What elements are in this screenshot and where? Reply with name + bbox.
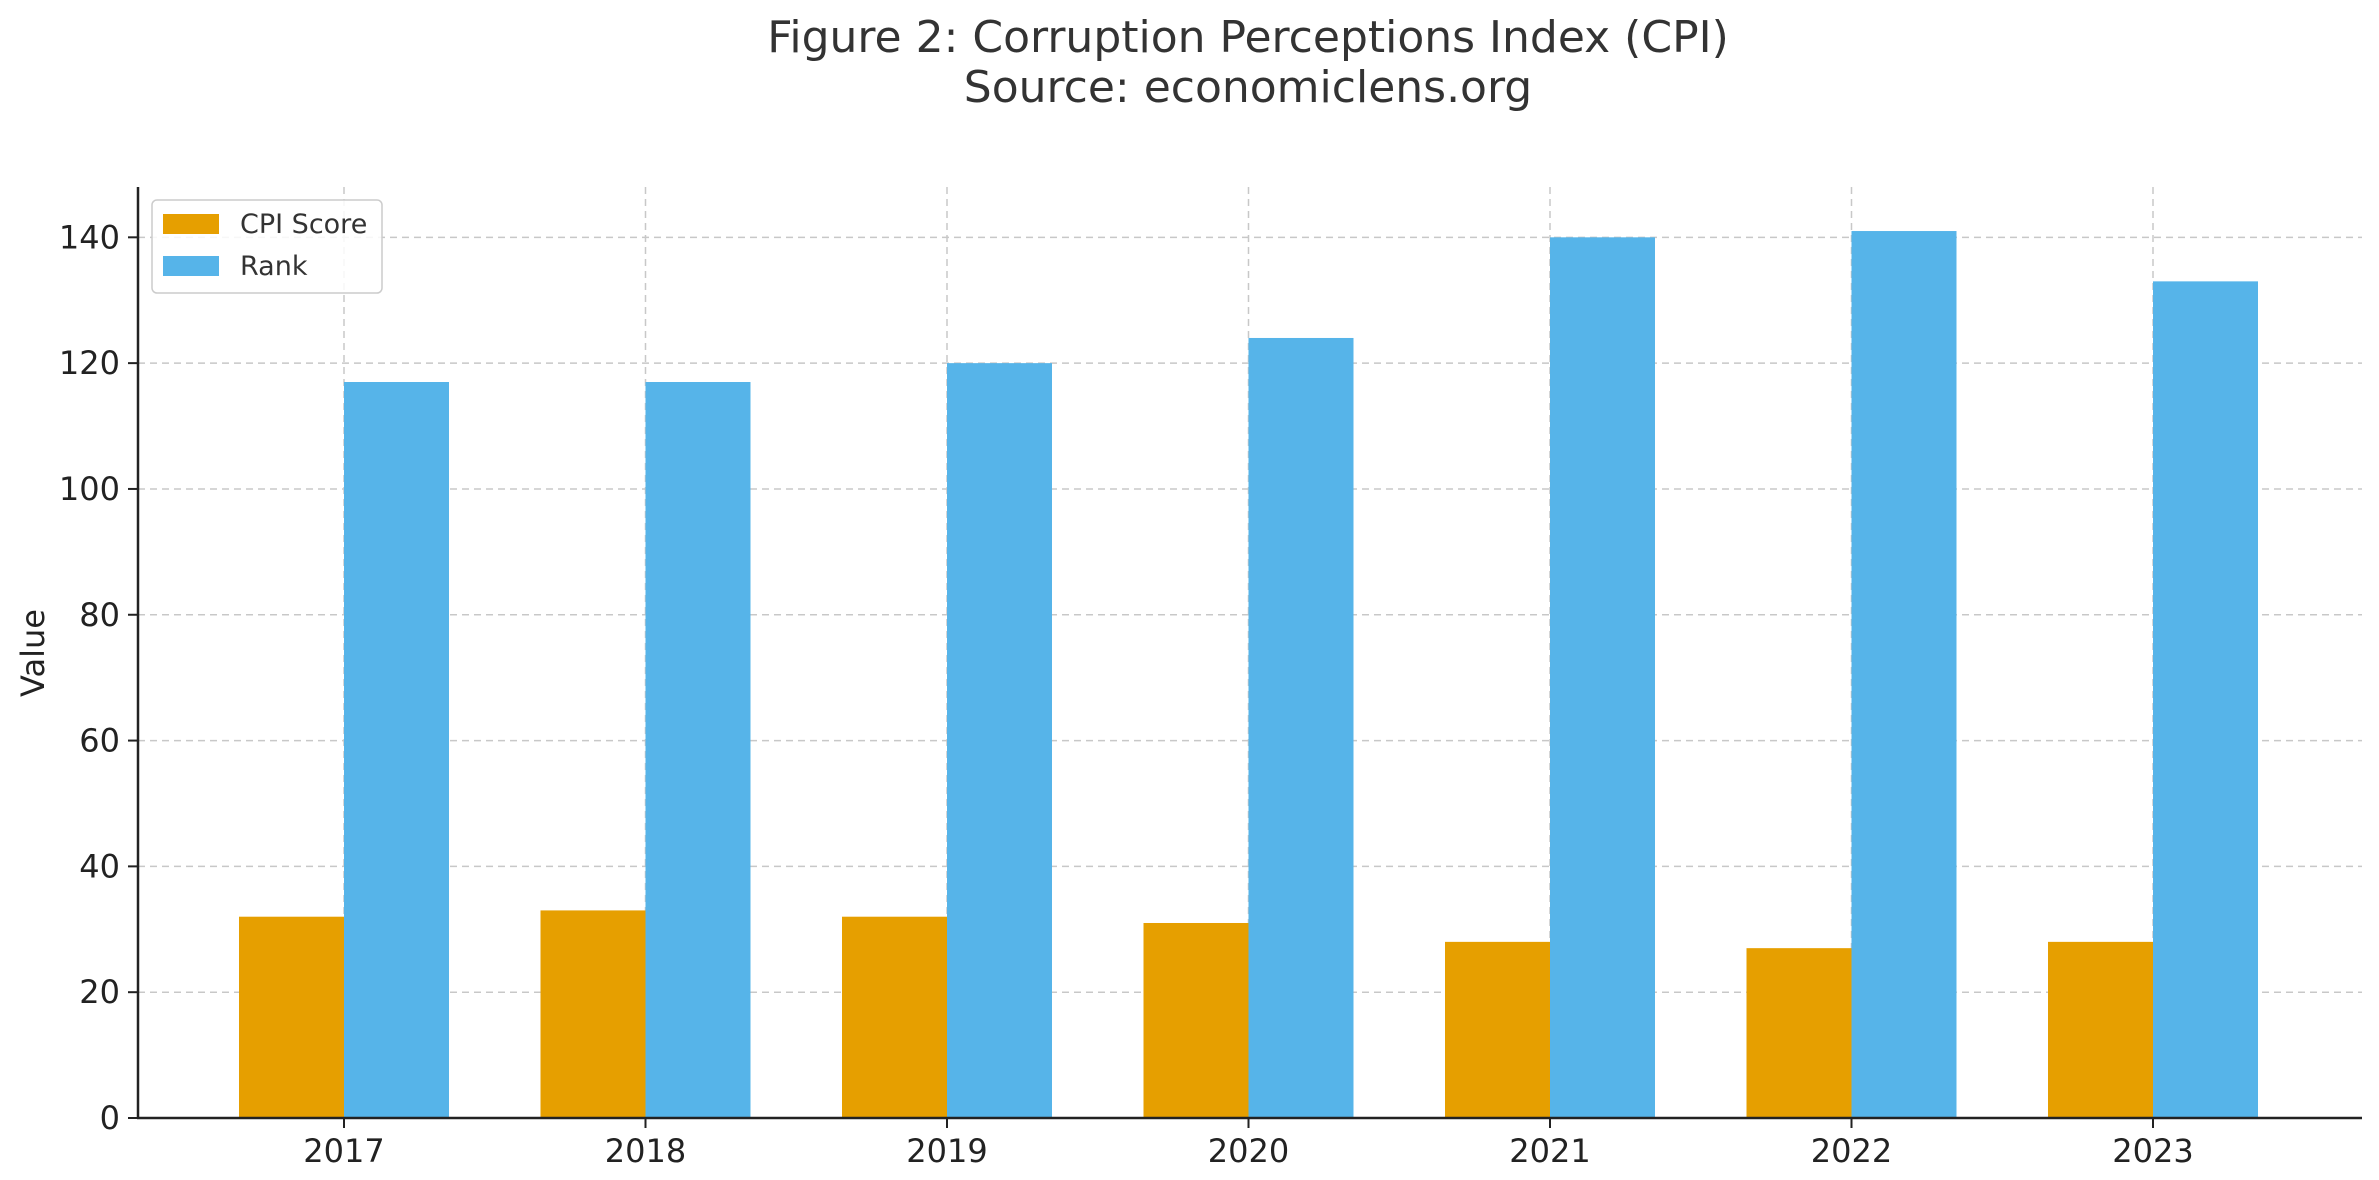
y-tick-label: 0 bbox=[100, 1099, 120, 1137]
bar-rank-2023 bbox=[2153, 281, 2258, 1118]
bar-cpi-score-2019 bbox=[842, 916, 947, 1118]
x-tick-label: 2020 bbox=[1208, 1132, 1289, 1170]
bar-rank-2017 bbox=[344, 382, 449, 1119]
legend: CPI Score Rank bbox=[151, 199, 383, 294]
y-tick-label: 60 bbox=[79, 722, 120, 760]
y-tick-label: 40 bbox=[79, 847, 120, 885]
x-tick-label: 2021 bbox=[1509, 1132, 1590, 1170]
legend-swatch-cpi-score bbox=[163, 214, 219, 234]
y-tick-label: 120 bbox=[59, 344, 120, 382]
bar-cpi-score-2023 bbox=[2048, 941, 2153, 1118]
x-tick-label: 2018 bbox=[605, 1132, 686, 1170]
chart-subtitle: Source: economiclens.org bbox=[964, 62, 1532, 113]
legend-swatch-rank bbox=[163, 256, 219, 276]
chart-title: Figure 2: Corruption Perceptions Index (… bbox=[767, 12, 1729, 63]
x-tick-label: 2023 bbox=[2112, 1132, 2193, 1170]
y-tick-label: 140 bbox=[59, 218, 120, 256]
bar-rank-2019 bbox=[947, 363, 1052, 1118]
bar-cpi-score-2017 bbox=[239, 916, 344, 1118]
x-ticks: 2017 2018 2019 2020 2021 2022 2023 bbox=[303, 1118, 2194, 1170]
y-tick-label: 100 bbox=[59, 470, 120, 508]
bar-cpi-score-2020 bbox=[1143, 922, 1249, 1118]
x-tick-label: 2019 bbox=[906, 1132, 987, 1170]
grid bbox=[138, 187, 2362, 1118]
y-tick-label: 20 bbox=[79, 973, 120, 1011]
x-tick-label: 2017 bbox=[303, 1132, 384, 1170]
bar-rank-2022 bbox=[1851, 231, 1957, 1118]
bar-cpi-score-2022 bbox=[1746, 948, 1852, 1118]
bar-rank-2018 bbox=[645, 382, 751, 1119]
legend-label-cpi-score: CPI Score bbox=[240, 209, 367, 240]
y-ticks: 0 20 40 60 80 100 120 140 bbox=[59, 218, 138, 1137]
y-tick-label: 80 bbox=[79, 596, 120, 634]
bar-rank-2020 bbox=[1248, 337, 1354, 1118]
bars bbox=[239, 231, 2258, 1119]
bar-rank-2021 bbox=[1550, 237, 1655, 1118]
x-tick-label: 2022 bbox=[1811, 1132, 1892, 1170]
bar-cpi-score-2021 bbox=[1445, 941, 1550, 1118]
bar-cpi-score-2018 bbox=[540, 910, 646, 1118]
y-axis-label: Value bbox=[14, 609, 52, 697]
legend-label-rank: Rank bbox=[240, 251, 308, 282]
